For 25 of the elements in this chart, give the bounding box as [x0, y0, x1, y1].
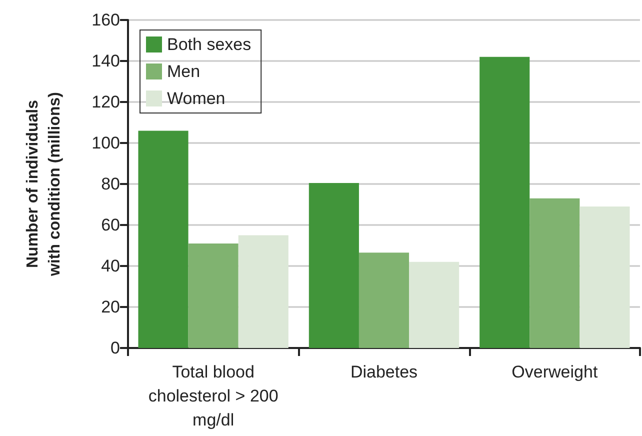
- y-tick-label: 60: [101, 216, 120, 234]
- bar: [308, 182, 359, 348]
- legend-label: Both sexes: [167, 35, 252, 54]
- x-tick-label: Overweight: [512, 362, 598, 382]
- y-axis-title: Number of individuals with condition (millions): [24, 92, 64, 277]
- y-tick-label: 40: [101, 256, 120, 276]
- bar: [580, 206, 630, 348]
- y-tick-label: 80: [101, 174, 120, 194]
- bar: [409, 262, 460, 348]
- y-tick-label: 120: [92, 92, 120, 112]
- y-tick-label: 0: [110, 338, 120, 358]
- legend-label: Men: [167, 62, 200, 81]
- bar: [530, 198, 580, 348]
- x-tick-label: Total blood cholesterol > 200 mg/dl: [148, 362, 278, 430]
- x-tick-label: Diabetes: [350, 362, 418, 382]
- y-tick-label: 160: [92, 10, 120, 30]
- y-tick-label: 140: [92, 52, 120, 70]
- bar: [358, 252, 410, 348]
- legend-label: Women: [167, 89, 226, 108]
- y-tick-label: 20: [101, 298, 120, 316]
- bar: [138, 130, 188, 348]
- y-tick-label: 100: [92, 134, 120, 152]
- bar: [238, 235, 288, 348]
- bar: [188, 243, 238, 348]
- bar: [480, 56, 530, 348]
